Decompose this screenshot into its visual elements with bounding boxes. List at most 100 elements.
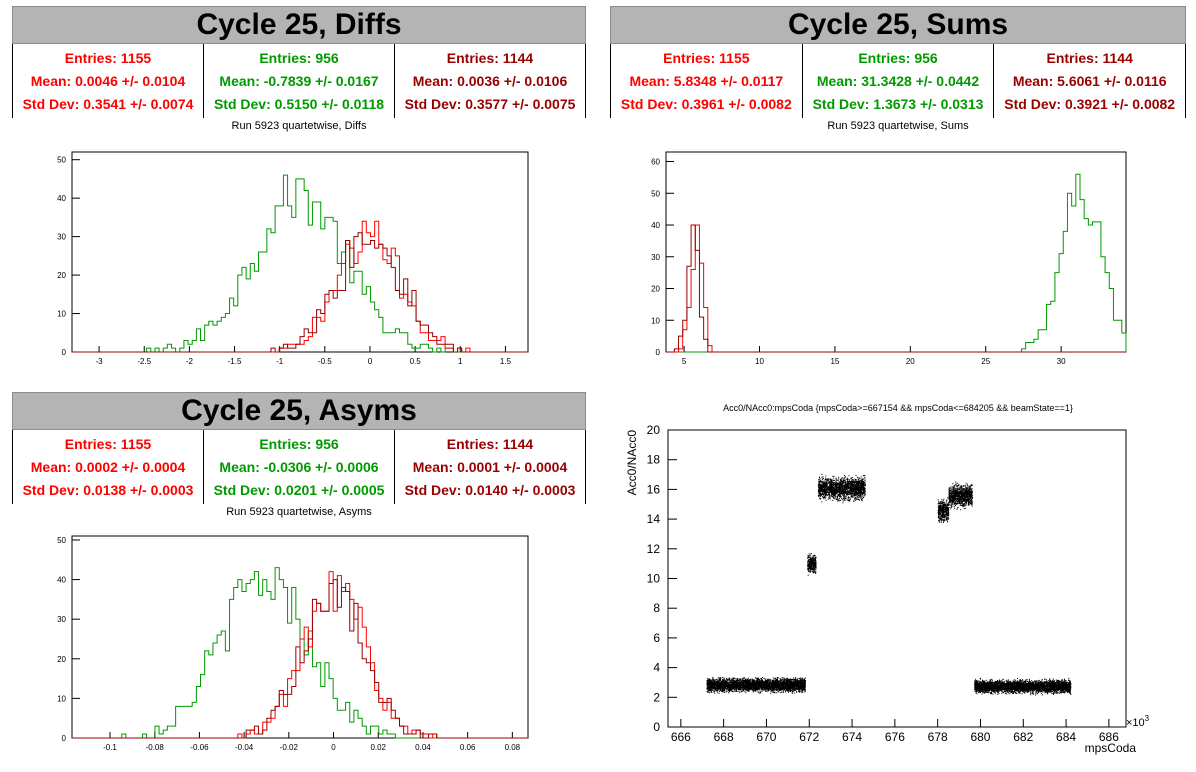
stat-entries: Entries: 1144 [1046,49,1133,66]
y-tick-label: 0 [62,734,67,743]
diffs-stat-green: Entries: 956 Mean: -0.7839 +/- 0.0167 St… [204,44,395,118]
histogram-series [666,173,1127,353]
diffs-stats: Entries: 1155 Mean: 0.0046 +/- 0.0104 St… [12,44,586,118]
histogram-series [666,224,1126,353]
scatter-xexp: ×103 [1126,714,1150,729]
stat-mean: Mean: 31.3428 +/- 0.0442 [816,72,980,89]
diffs-stat-red: Entries: 1155 Mean: 0.0046 +/- 0.0104 St… [13,44,204,118]
sums-stat-darkred: Entries: 1144 Mean: 5.6061 +/- 0.0116 St… [994,44,1185,118]
x-tick-label: 672 [799,730,819,744]
histogram-series [72,220,528,353]
y-tick-label: 18 [647,453,661,467]
stat-std: Std Dev: 1.3673 +/- 0.0313 [812,96,984,113]
stat-mean: Mean: 0.0002 +/- 0.0004 [30,458,186,475]
y-tick-label: 10 [651,316,660,325]
stat-std: Std Dev: 0.3577 +/- 0.0075 [404,96,576,113]
asyms-subtitle: Run 5923 quartetwise, Asyms [226,506,372,518]
y-tick-label: 2 [653,690,660,704]
y-tick-label: 40 [57,194,66,203]
x-tick-label: -1 [276,357,284,365]
sums-stat-green: Entries: 956 Mean: 31.3428 +/- 0.0442 St… [803,44,995,118]
y-tick-label: 14 [647,512,661,526]
x-tick-label: 0 [331,743,336,752]
stat-entries: Entries: 1144 [446,435,534,452]
stat-mean: Mean: 5.6061 +/- 0.0116 [1012,72,1167,89]
histogram-series [72,579,528,739]
y-tick-label: 4 [653,661,660,675]
x-tick-label: 15 [830,357,839,365]
stat-entries: Entries: 1155 [64,435,152,452]
x-tick-label: -2 [186,357,194,365]
stat-mean: Mean: 5.8348 +/- 0.0117 [629,72,784,89]
x-tick-label: 1.5 [500,357,512,365]
histogram-series [72,232,528,353]
scatter-cluster [807,553,817,576]
x-tick-label: 676 [885,730,905,744]
y-tick-label: 20 [57,655,66,664]
scatter-points [706,473,1072,696]
x-tick-label: -0.5 [318,357,332,365]
stat-std: Std Dev: 0.3921 +/- 0.0082 [1004,96,1176,113]
x-tick-label: -0.1 [103,743,117,752]
sums-stat-red: Entries: 1155 Mean: 5.8348 +/- 0.0117 St… [611,44,803,118]
stat-std: Std Dev: 0.0201 +/- 0.0005 [213,482,385,499]
asyms-stat-darkred: Entries: 1144 Mean: 0.0001 +/- 0.0004 St… [395,430,585,504]
y-tick-label: 0 [653,720,660,734]
x-tick-label: 670 [756,730,776,744]
x-tick-label: 684 [1056,730,1076,744]
asyms-stat-red: Entries: 1155 Mean: 0.0002 +/- 0.0004 St… [13,430,204,504]
scatter-title: Acc0/NAcc0:mpsCoda {mpsCoda>=667154 && m… [723,403,1073,413]
x-tick-label: -0.04 [235,743,254,752]
y-tick-label: 8 [653,601,660,615]
y-tick-label: 30 [57,233,66,242]
y-tick-label: 20 [57,271,66,280]
scatter-plot: Acc0/NAcc0 mpsCoda ×103 666 668 670 672 674 6… [625,423,1150,755]
histogram-series [666,224,1126,353]
plot-frame [665,151,1127,353]
scatter-cluster [948,481,973,511]
x-tick-label: 686 [1099,730,1119,744]
x-tick-label: -3 [96,357,104,365]
x-tick-label: -2.5 [137,357,151,365]
y-tick-label: 12 [647,542,661,556]
y-tick-label: 10 [57,694,66,703]
y-tick-label: 50 [651,189,660,198]
sums-title: Cycle 25, Sums [610,6,1186,44]
stat-entries: Entries: 1144 [446,49,534,66]
stat-entries: Entries: 956 [259,435,339,452]
y-tick-label: 30 [651,253,660,262]
plot-frame [71,151,529,353]
x-tick-label: -0.06 [190,743,209,752]
scatter-cluster [937,497,950,523]
histogram-series [72,567,528,739]
histogram-series [72,174,528,353]
y-tick-label: 0 [62,348,67,357]
stat-mean: Mean: 0.0036 +/- 0.0106 [412,72,568,89]
plot-frame [71,535,529,739]
stat-std: Std Dev: 0.3541 +/- 0.0074 [22,96,194,113]
x-tick-label: 0.08 [505,743,521,752]
diffs-subtitle: Run 5923 quartetwise, Diffs [231,120,367,132]
x-tick-label: -0.08 [146,743,165,752]
x-tick-label: 0 [368,357,373,365]
y-tick-label: 40 [57,576,66,585]
x-tick-label: 674 [842,730,862,744]
stat-mean: Mean: -0.0306 +/- 0.0006 [219,458,379,475]
y-tick-label: 10 [57,310,66,319]
sums-subtitle: Run 5923 quartetwise, Sums [827,120,969,132]
scatter-ylabel: Acc0/NAcc0 [625,430,639,496]
stat-std: Std Dev: 0.3961 +/- 0.0082 [620,96,792,113]
y-tick-label: 16 [647,482,661,496]
y-tick-label: 40 [651,221,660,230]
x-tick-label: 666 [671,730,691,744]
stat-std: Std Dev: 0.0138 +/- 0.0003 [22,482,194,499]
x-tick-label: 668 [714,730,734,744]
x-tick-label: 20 [906,357,915,365]
x-tick-label: 0.02 [370,743,386,752]
diffs-title: Cycle 25, Diffs [12,6,586,44]
stat-std: Std Dev: 0.0140 +/- 0.0003 [404,482,576,499]
asyms-title: Cycle 25, Asyms [12,392,586,430]
y-tick-label: 20 [647,423,661,437]
x-tick-label: 678 [928,730,948,744]
asyms-stat-green: Entries: 956 Mean: -0.0306 +/- 0.0006 St… [204,430,395,504]
